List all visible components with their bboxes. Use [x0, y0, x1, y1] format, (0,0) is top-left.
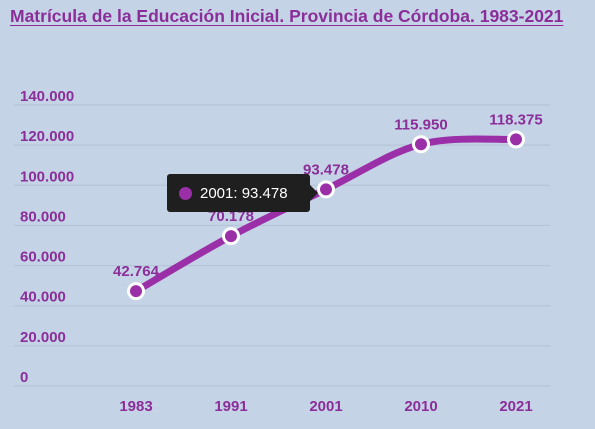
x-axis-ticks: 1983 1991 2001 2010 2021 — [119, 398, 532, 415]
y-tick-label: 140.000 — [20, 88, 74, 105]
data-tooltip: 2001: 93.478 — [167, 174, 318, 212]
x-tick-label: 2021 — [499, 398, 532, 415]
data-point[interactable] — [317, 180, 335, 199]
data-label: 93.478 — [303, 161, 349, 178]
y-tick-label: 120.000 — [20, 128, 74, 145]
x-tick-label: 1991 — [214, 398, 247, 415]
y-tick-label: 0 — [20, 369, 28, 386]
data-points — [127, 130, 525, 301]
data-label: 115.950 — [394, 116, 447, 133]
gridlines — [14, 104, 550, 387]
data-label: 118.375 — [489, 111, 542, 128]
x-tick-label: 2001 — [309, 398, 342, 415]
x-tick-label: 1983 — [119, 398, 152, 415]
data-point[interactable] — [222, 227, 240, 246]
x-tick-label: 2010 — [404, 398, 437, 415]
data-label: 42.764 — [113, 263, 160, 280]
y-tick-label: 80.000 — [20, 208, 66, 225]
y-tick-label: 60.000 — [20, 249, 66, 266]
tooltip-text: 2001: 93.478 — [200, 184, 288, 202]
data-point[interactable] — [507, 130, 525, 149]
chart-title: Matrícula de la Educación Inicial. Provi… — [10, 6, 564, 26]
data-point[interactable] — [127, 282, 145, 301]
data-label: 70.178 — [208, 208, 254, 225]
data-labels: 42.764 70.178 93.478 115.950 118.375 — [113, 111, 543, 280]
y-tick-label: 20.000 — [20, 329, 66, 346]
y-tick-label: 100.000 — [20, 168, 74, 185]
y-axis-ticks: 0 20.000 40.000 60.000 80.000 100.000 120.000 1… — [20, 88, 74, 386]
data-point[interactable] — [412, 135, 430, 154]
y-tick-label: 40.000 — [20, 289, 66, 306]
tooltip-series-dot — [179, 186, 192, 200]
